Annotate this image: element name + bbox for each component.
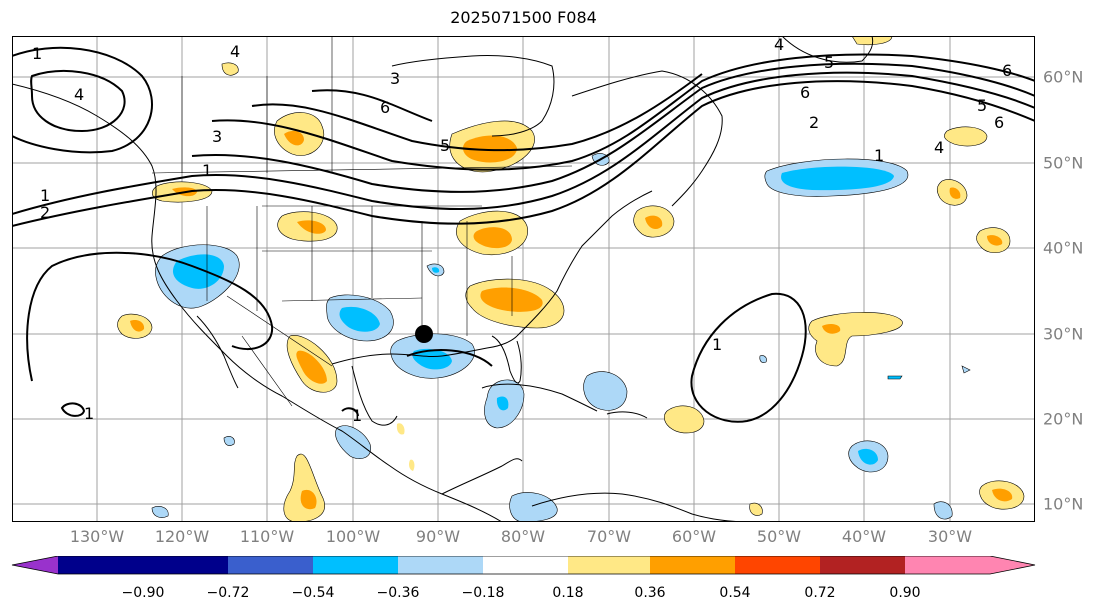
contour-label: 6 bbox=[1002, 61, 1012, 80]
colorbar-segment bbox=[313, 556, 398, 574]
latitude-label: 50°N bbox=[1043, 153, 1084, 173]
colorbar-tick-label: −0.90 bbox=[121, 585, 165, 601]
contour-label: 6 bbox=[800, 83, 810, 102]
contour-label: 5 bbox=[440, 136, 450, 155]
latitude-label: 20°N bbox=[1043, 409, 1084, 429]
shaded-fields bbox=[117, 36, 1025, 522]
contour-label: 2 bbox=[809, 113, 819, 132]
contour-label: 4 bbox=[74, 85, 84, 104]
colorbar-segment bbox=[568, 556, 650, 574]
colorbar-segment bbox=[12, 556, 58, 574]
contour-label: 1 bbox=[352, 406, 362, 425]
colorbar-segment bbox=[483, 556, 568, 574]
latitude-label: 40°N bbox=[1043, 238, 1084, 258]
contour-label: 2 bbox=[40, 203, 50, 222]
colorbar-tick-label: 0.90 bbox=[889, 585, 921, 601]
map-svg: 1 4 4 3 6 5 5 6 5 6 6 2 1 4 4 3 2 1 1 1 … bbox=[12, 36, 1035, 522]
contour-label: 3 bbox=[390, 69, 400, 88]
longitude-label: 100°W bbox=[325, 527, 381, 546]
coastlines bbox=[12, 36, 874, 522]
height-contours bbox=[12, 46, 1035, 423]
longitude-label: 120°W bbox=[154, 527, 210, 546]
longitude-label: 60°W bbox=[671, 527, 717, 546]
location-marker bbox=[415, 325, 433, 343]
longitude-label: 110°W bbox=[239, 527, 295, 546]
colorbar-segment bbox=[228, 556, 313, 574]
positive-anomaly-patches bbox=[117, 36, 1025, 522]
colorbar-segment bbox=[650, 556, 735, 574]
contour-label: 3 bbox=[212, 127, 222, 146]
colorbar-segment bbox=[905, 556, 990, 574]
latitude-label: 60°N bbox=[1043, 67, 1084, 87]
colorbar-tick-label: −0.18 bbox=[461, 585, 505, 601]
colorbar-tick-label: 0.36 bbox=[634, 585, 666, 601]
political-boundaries bbox=[151, 36, 573, 407]
contour-labels: 1 4 4 3 6 5 5 6 5 6 6 2 1 4 4 3 2 1 1 1 … bbox=[32, 36, 1012, 425]
map-title: 2025071500 F084 bbox=[450, 8, 597, 27]
contour-label: 5 bbox=[824, 53, 834, 72]
colorbar-segment bbox=[58, 556, 143, 574]
colorbar-segment bbox=[143, 556, 228, 574]
colorbar-segment bbox=[990, 556, 1035, 574]
colorbar-segment bbox=[735, 556, 820, 574]
longitude-label: 70°W bbox=[586, 527, 632, 546]
colorbar-tick-label: 0.18 bbox=[552, 585, 584, 601]
colorbar-tick-label: −0.36 bbox=[376, 585, 420, 601]
colorbar-tick-label: 0.72 bbox=[804, 585, 836, 601]
longitude-label: 90°W bbox=[415, 527, 461, 546]
contour-label: 1 bbox=[32, 44, 42, 63]
contour-label: 4 bbox=[230, 42, 240, 61]
colorbar-outline bbox=[11, 556, 1036, 575]
contour-label: 6 bbox=[994, 113, 1004, 132]
colorbar-tick-label: −0.72 bbox=[206, 585, 250, 601]
colorbar bbox=[11, 556, 1036, 575]
colorbar-segment bbox=[820, 556, 905, 574]
longitude-label: 130°W bbox=[69, 527, 125, 546]
latitude-label: 30°N bbox=[1043, 324, 1084, 344]
latitude-label: 10°N bbox=[1043, 494, 1084, 514]
colorbar-tick-label: 0.54 bbox=[719, 585, 751, 601]
longitude-label: 80°W bbox=[500, 527, 546, 546]
contour-label: 4 bbox=[934, 138, 944, 157]
map-panel: 1 4 4 3 6 5 5 6 5 6 6 2 1 4 4 3 2 1 1 1 … bbox=[12, 36, 1035, 522]
contour-label: 6 bbox=[380, 98, 390, 117]
contour-label: 1 bbox=[40, 186, 50, 205]
longitude-label: 30°W bbox=[927, 527, 973, 546]
contour-label: 1 bbox=[874, 146, 884, 165]
contour-label: 1 bbox=[202, 161, 212, 180]
contour-label: 1 bbox=[712, 335, 722, 354]
colorbar-tick-label: −0.54 bbox=[291, 585, 335, 601]
contour-label: 4 bbox=[774, 36, 784, 54]
longitude-label: 40°W bbox=[841, 527, 887, 546]
longitude-label: 50°W bbox=[756, 527, 802, 546]
contour-label: 1 bbox=[84, 404, 94, 423]
contour-label: 5 bbox=[977, 96, 987, 115]
colorbar-segment bbox=[398, 556, 483, 574]
